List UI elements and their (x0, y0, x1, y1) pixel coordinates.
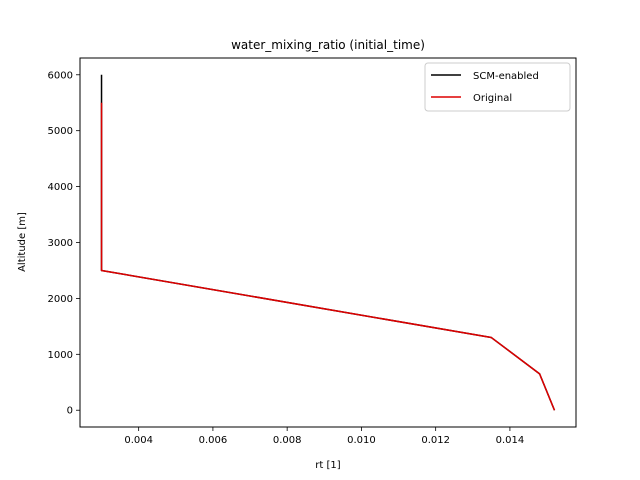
y-tick-label: 6000 (48, 70, 73, 81)
x-tick-label: 0.012 (421, 435, 450, 446)
legend-label-scm-enabled: SCM-enabled (473, 71, 539, 82)
series-layer (100, 74, 556, 411)
x-tick-label: 0.008 (273, 435, 302, 446)
y-tick-label: 1000 (48, 350, 73, 361)
x-axis-label: rt [1] (315, 460, 340, 471)
x-tick-label: 0.010 (347, 435, 376, 446)
y-axis-ticks: 0 1000 2000 3000 4000 5000 6000 (48, 70, 80, 417)
legend-label-original: Original (473, 93, 512, 104)
y-tick-label: 4000 (48, 182, 73, 193)
y-axis-label: Altitude [m] (17, 212, 28, 272)
legend: SCM-enabled Original (424, 62, 571, 112)
x-tick-label: 0.004 (124, 435, 153, 446)
series-line-original (100, 102, 556, 411)
x-tick-label: 0.006 (199, 435, 228, 446)
legend-box (424, 62, 571, 112)
y-tick-label: 2000 (48, 294, 73, 305)
chart-title: water_mixing_ratio (initial_time) (231, 38, 425, 52)
x-tick-label: 0.014 (496, 435, 525, 446)
y-tick-label: 0 (67, 406, 73, 417)
y-tick-label: 5000 (48, 126, 73, 137)
y-tick-label: 3000 (48, 238, 73, 249)
x-axis-ticks: 0.004 0.006 0.008 0.010 0.012 0.014 (124, 427, 524, 446)
